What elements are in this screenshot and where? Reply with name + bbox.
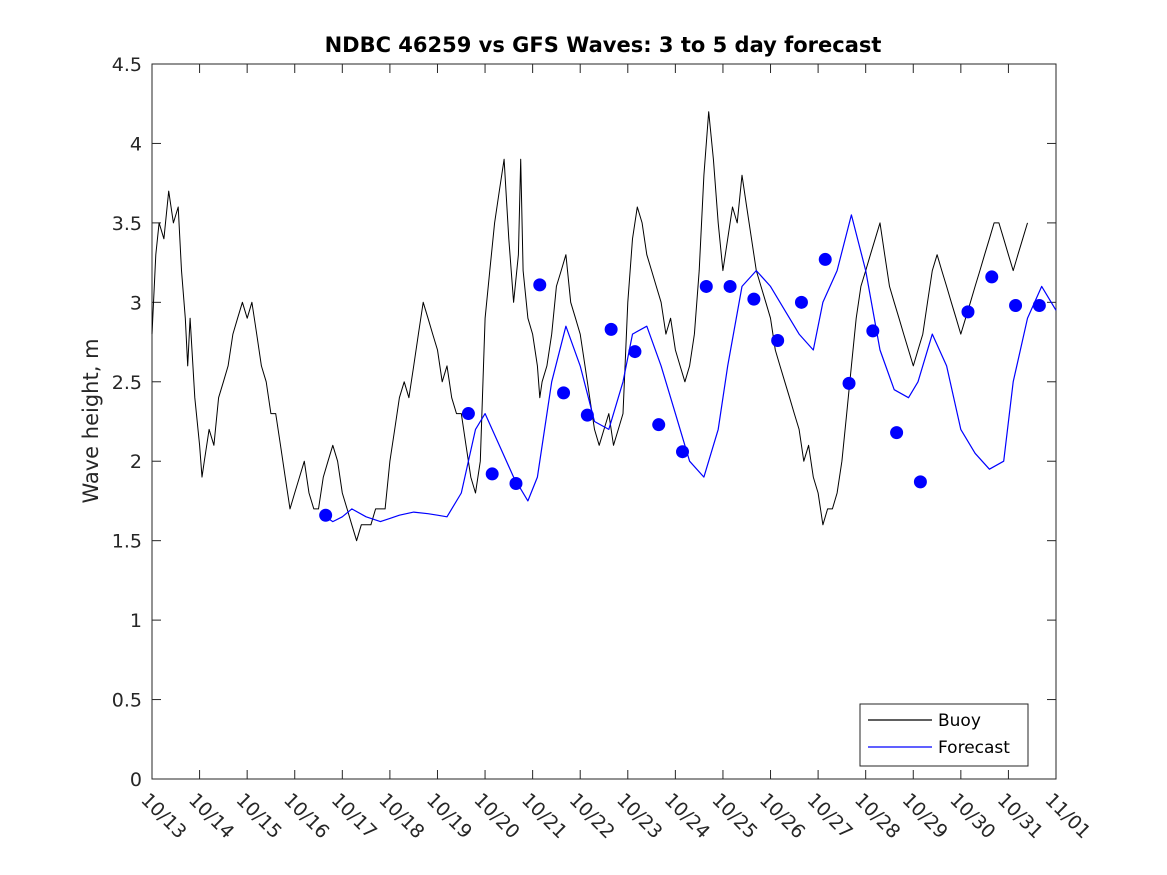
forecast-point [747,292,761,306]
forecast-point [676,445,690,459]
axes-box [151,63,1057,780]
y-tick-label: 3 [130,292,142,314]
forecast-point [580,408,594,422]
legend-label-forecast: Forecast [938,738,1010,758]
y-tick-label: 1 [130,610,142,632]
y-tick-label: 4 [130,133,142,155]
forecast-point [509,476,523,490]
forecast-point [913,475,927,489]
y-tick-label: 0.5 [112,690,142,712]
forecast-point [1032,299,1046,313]
series-layer [151,111,1057,542]
forecast-point [985,270,999,284]
y-tick-label: 0 [130,769,142,791]
forecast-point [485,467,499,481]
legend-label-buoy: Buoy [938,711,981,731]
forecast-point [652,418,666,432]
forecast-point [1009,299,1023,313]
forecast-point [890,426,904,440]
legend: Buoy Forecast [859,703,1029,767]
y-tick-label: 2 [130,451,142,473]
forecast-point [557,386,571,400]
forecast-point [461,407,475,421]
legend-box [859,703,1029,767]
y-axis: 0 0.5 1 1.5 2 2.5 3 3.5 4 4.5 [112,54,1056,791]
y-tick-label: 1.5 [112,531,142,553]
plot-area [151,63,1057,780]
forecast-point [961,305,975,319]
series-line-forecast [322,214,1057,523]
forecast-point [604,322,618,336]
forecast-point [842,376,856,390]
forecast-point [771,333,785,347]
forecast-point [628,345,642,359]
forecast-point [866,324,880,338]
y-axis-label: Wave height, m [79,338,103,503]
marker-layer [319,252,1046,522]
forecast-point [319,508,333,522]
forecast-point [794,295,808,309]
y-tick-label: 4.5 [112,54,142,76]
forecast-point [533,278,547,292]
chart-title: NDBC 46259 vs GFS Waves: 3 to 5 day fore… [325,33,882,57]
y-tick-label: 3.5 [112,213,142,235]
forecast-point [818,252,832,266]
series-line-buoy [151,111,1028,542]
forecast-point [723,279,737,293]
forecast-point [699,279,713,293]
y-tick-label: 2.5 [112,372,142,394]
